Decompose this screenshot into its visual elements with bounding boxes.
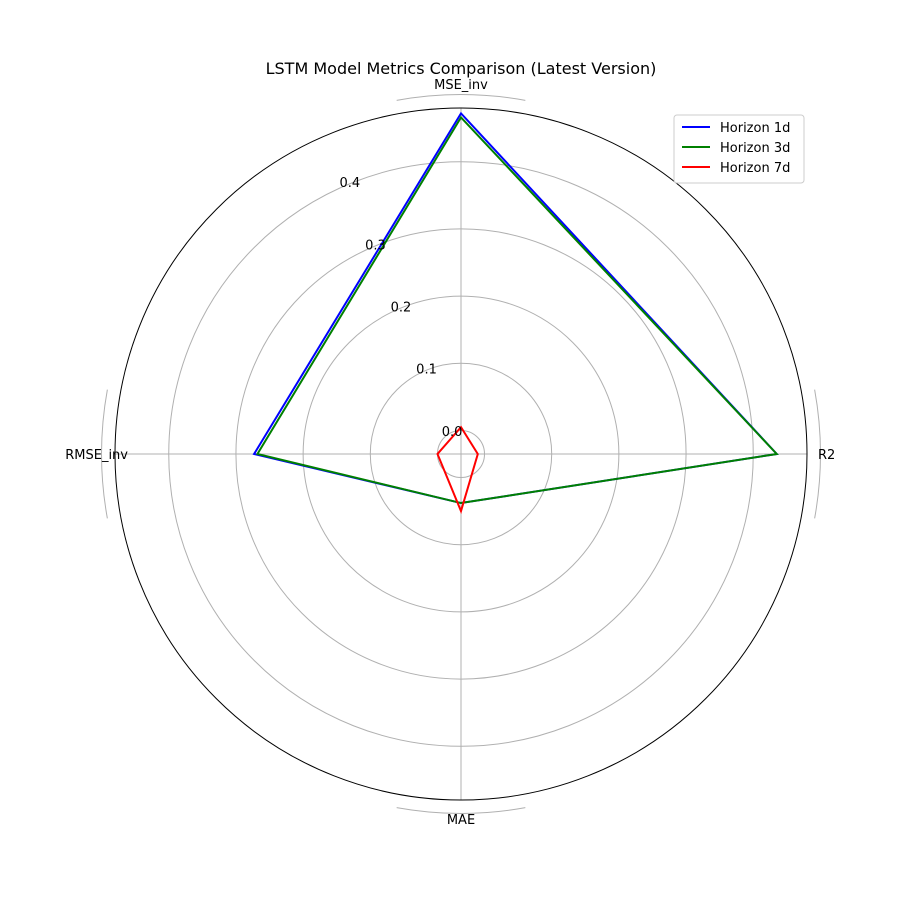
axis-label-mse-inv: MSE_inv [434, 78, 488, 93]
legend-entry: Horizon 3d [720, 141, 790, 156]
legend-entry: Horizon 7d [720, 161, 790, 176]
radial-tick-label: 0.1 [416, 363, 437, 378]
grid-arc [396, 94, 526, 101]
grid-arc [814, 389, 821, 519]
series-line-horizon-3d [255, 115, 779, 505]
series-layer [252, 111, 779, 515]
grid-layer [101, 94, 821, 814]
radial-tick-label: 0.2 [391, 300, 412, 315]
axis-label-mae: MAE [447, 813, 475, 828]
axis-label-r2: R2 [818, 448, 835, 463]
axis-label-rmse-inv: RMSE_inv [65, 448, 128, 463]
legend-entry: Horizon 1d [720, 121, 790, 136]
radial-tick-label: 0.4 [340, 176, 361, 191]
plot-frame [114, 107, 808, 801]
grid-arc [396, 807, 526, 814]
radial-tick-label: 0.0 [442, 425, 463, 440]
radial-tick-label: 0.3 [365, 238, 386, 253]
label-layer: 0.0 0.1 0.2 0.3 0.4 MSE_inv R2 MAE RMSE_inv [65, 78, 835, 828]
chart-title: LSTM Model Metrics Comparison (Latest Ve… [266, 59, 657, 78]
grid-arc [101, 389, 108, 519]
legend: Horizon 1d Horizon 3d Horizon 7d [673, 114, 805, 184]
series-line-horizon-7d [436, 425, 479, 515]
